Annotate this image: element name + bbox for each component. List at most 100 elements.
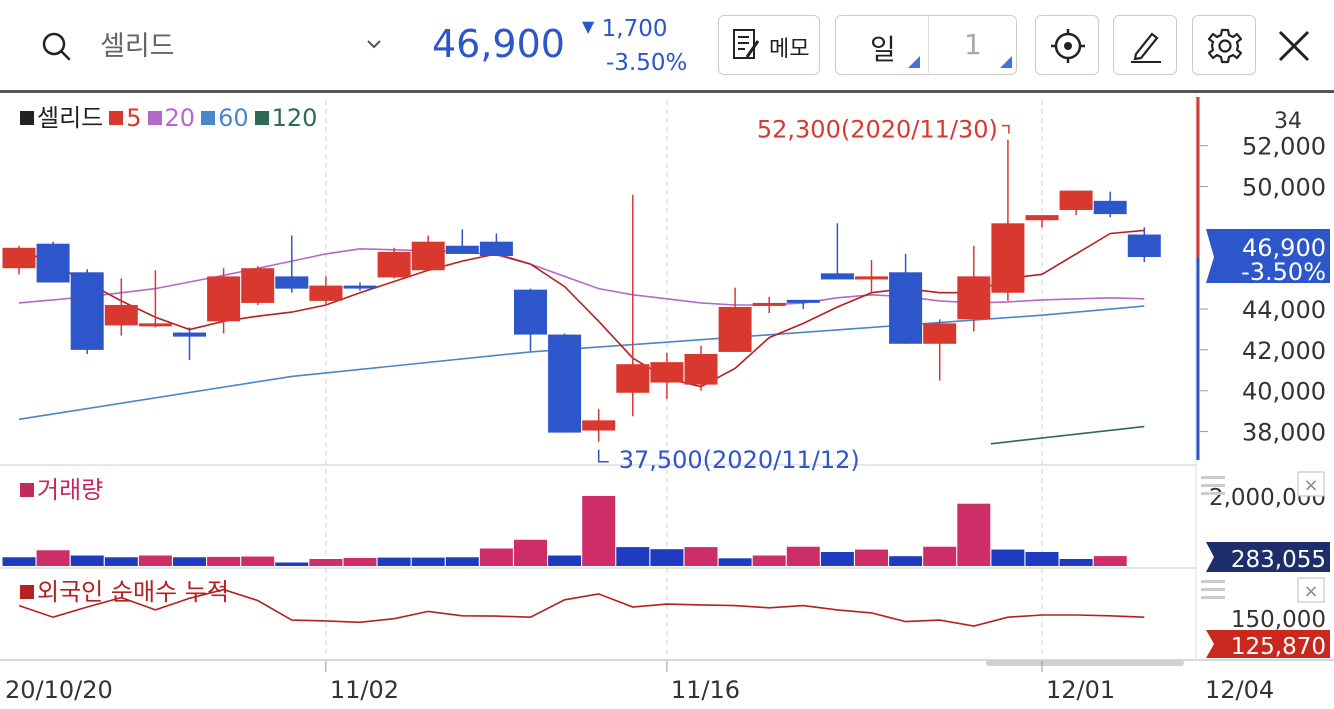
foreign-current-tag bbox=[1206, 630, 1330, 658]
volume-bar bbox=[820, 552, 854, 566]
volume-bar bbox=[752, 555, 786, 566]
period-value[interactable]: 1 bbox=[964, 28, 982, 61]
memo-label: 메모 bbox=[769, 37, 810, 62]
ma120-line bbox=[990, 425, 1145, 445]
volume-close-glyph: × bbox=[1303, 475, 1318, 496]
change-percent: -3.50% bbox=[606, 50, 688, 76]
high-annotation-arrow bbox=[1001, 124, 1010, 134]
volume-bar bbox=[36, 550, 70, 566]
candle-body bbox=[445, 245, 479, 254]
close-icon[interactable] bbox=[1276, 28, 1312, 64]
stock-chart[interactable]: 52,300(2020/11/30)37,500(2020/11/12)3452… bbox=[0, 93, 1334, 709]
candle-body bbox=[820, 273, 854, 280]
volume-drag-handle-icon bbox=[1201, 492, 1225, 495]
volume-bar bbox=[582, 496, 616, 566]
foreign-net-buy-line bbox=[18, 588, 1145, 627]
period-unit[interactable]: 일 bbox=[870, 33, 896, 66]
drawing-tool-button[interactable] bbox=[1113, 15, 1177, 75]
volume-bar bbox=[889, 556, 923, 566]
high-price-annotation: 52,300(2020/11/30) bbox=[757, 116, 998, 144]
foreign-legend-swatch bbox=[20, 585, 34, 599]
period-divider bbox=[928, 16, 929, 73]
foreign-drag-handle-icon bbox=[1201, 588, 1225, 591]
x-axis-label: 20/10/20 bbox=[5, 676, 113, 704]
candle-body bbox=[173, 332, 206, 337]
candle-body bbox=[411, 241, 445, 271]
toolbar-separator bbox=[0, 90, 1334, 93]
volume-bar bbox=[923, 546, 957, 566]
change-amount: ▼ 1,700 bbox=[582, 16, 667, 42]
foreign-drag-handle-icon bbox=[1201, 580, 1225, 583]
down-triangle-icon: ▼ bbox=[582, 17, 595, 36]
candle-body bbox=[1093, 200, 1127, 215]
candle-body bbox=[855, 276, 888, 280]
stock-name[interactable]: 셀리드 bbox=[100, 31, 175, 62]
memo-button[interactable]: 메모 bbox=[718, 15, 820, 75]
volume-bar bbox=[1093, 556, 1127, 566]
volume-bar bbox=[479, 548, 513, 566]
foreign-close-glyph: × bbox=[1303, 581, 1318, 602]
volume-legend-swatch bbox=[20, 483, 34, 497]
candle-body bbox=[1059, 190, 1093, 211]
candle-body bbox=[241, 268, 275, 303]
current-price: 46,900 bbox=[432, 22, 565, 66]
y-axis-label: 38,000 bbox=[1242, 419, 1326, 447]
volume-bar bbox=[855, 549, 888, 566]
crosshair-button[interactable] bbox=[1035, 15, 1099, 75]
foreign-y-label: 150,000 bbox=[1231, 607, 1326, 633]
volume-bar bbox=[411, 557, 445, 566]
volume-bar bbox=[1059, 559, 1093, 566]
x-axis-label: 12/01 bbox=[1046, 676, 1115, 704]
legend-ma60: 60 bbox=[218, 104, 249, 132]
candle-body bbox=[2, 247, 36, 269]
candle-body bbox=[138, 323, 172, 327]
gear-icon bbox=[1207, 28, 1243, 64]
period-value-triangle-icon bbox=[1000, 56, 1012, 68]
candle-body bbox=[991, 223, 1025, 293]
volume-bar bbox=[718, 558, 752, 566]
volume-bar bbox=[616, 547, 650, 566]
chevron-down-icon[interactable] bbox=[364, 36, 384, 52]
legend-ma5: 5 bbox=[126, 104, 142, 132]
current-price-tag-change: -3.50% bbox=[1241, 258, 1326, 286]
volume-bar bbox=[514, 539, 547, 566]
candle-body bbox=[684, 353, 718, 385]
candle-body bbox=[514, 289, 547, 335]
memo-icon bbox=[733, 29, 760, 59]
candle-body bbox=[377, 251, 411, 278]
top-toolbar: 셀리드 46,900 ▼ 1,700 -3.50% 메모 일 1 bbox=[0, 0, 1334, 93]
period-unit-triangle-icon bbox=[908, 56, 920, 68]
volume-bar bbox=[650, 549, 684, 566]
y-axis-label: 52,000 bbox=[1242, 133, 1326, 161]
period-selector[interactable]: 일 1 bbox=[835, 15, 1017, 75]
volume-legend: 거래량 bbox=[20, 470, 103, 505]
low-annotation-arrow bbox=[597, 449, 609, 463]
volume-bar bbox=[548, 555, 582, 566]
candle-body bbox=[582, 420, 616, 431]
candle-body bbox=[752, 302, 786, 306]
legend-swatch-ma120 bbox=[254, 111, 269, 125]
candle-body bbox=[1127, 234, 1161, 257]
ma20-line bbox=[18, 247, 1145, 306]
candle-body bbox=[889, 272, 923, 344]
volume-bar bbox=[2, 557, 36, 566]
y-axis-label: 40,000 bbox=[1242, 378, 1326, 406]
candle-body bbox=[548, 334, 582, 433]
volume-bar bbox=[138, 555, 172, 566]
volume-bar bbox=[241, 556, 275, 566]
y-axis-top-label: 34 bbox=[1274, 109, 1302, 134]
volume-bar bbox=[684, 547, 718, 566]
candle-body bbox=[343, 285, 377, 289]
candle-body bbox=[616, 364, 650, 393]
volume-bar bbox=[957, 503, 991, 566]
volume-bar bbox=[173, 557, 206, 566]
candle-body bbox=[650, 362, 684, 383]
x-axis-label: 12/04 bbox=[1205, 676, 1274, 704]
legend-ma120: 120 bbox=[271, 104, 318, 132]
foreign-drag-handle-icon bbox=[1201, 596, 1225, 599]
candle-body bbox=[207, 276, 241, 322]
search-icon[interactable] bbox=[40, 30, 72, 62]
current-price-tag-price: 46,900 bbox=[1242, 234, 1326, 262]
legend-ma20: 20 bbox=[164, 104, 196, 132]
settings-button[interactable] bbox=[1192, 15, 1256, 75]
